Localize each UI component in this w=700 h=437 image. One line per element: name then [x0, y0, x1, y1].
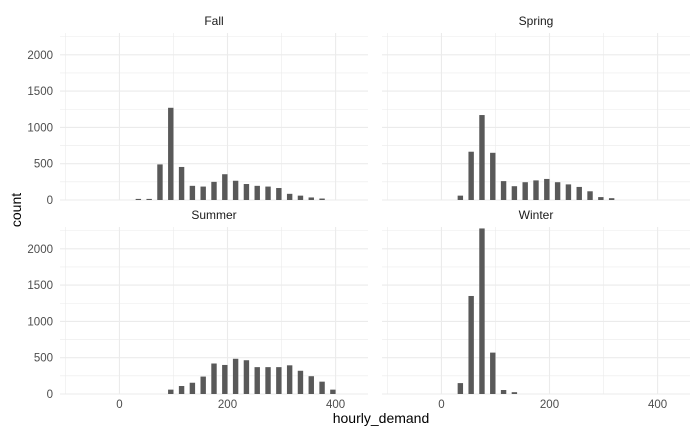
- histogram-bar-spring-5: [511, 186, 518, 200]
- histogram-bar-summer-3: [200, 376, 206, 394]
- y-tick-label: 1500: [27, 86, 53, 98]
- histogram-bar-fall-3: [168, 107, 174, 200]
- histogram-bar-fall-16: [308, 197, 314, 200]
- y-tick-label: 1000: [27, 122, 53, 134]
- histogram-bar-fall-15: [297, 195, 304, 200]
- histogram-bar-winter-1: [468, 295, 474, 394]
- x-tick-label: 400: [326, 399, 345, 411]
- x-axis-title: hourly_demand: [333, 410, 430, 426]
- histogram-bar-spring-13: [598, 197, 604, 200]
- histogram-bar-spring-10: [565, 184, 572, 200]
- histogram-bar-spring-3: [490, 152, 496, 200]
- histogram-bar-summer-15: [330, 389, 336, 394]
- y-tick-label: 500: [34, 353, 53, 365]
- histogram-bar-summer-1: [178, 386, 185, 394]
- histogram-bar-fall-0: [135, 198, 142, 200]
- facet-label-summer: Summer: [191, 208, 236, 222]
- histogram-bar-summer-10: [276, 367, 282, 394]
- y-tick-label: 1500: [27, 280, 53, 292]
- y-axis-title: count: [8, 193, 24, 227]
- histogram-bar-fall-12: [265, 186, 271, 200]
- histogram-bar-fall-8: [222, 174, 228, 200]
- histogram-bar-summer-4: [211, 363, 217, 394]
- histogram-bar-winter-0: [457, 383, 464, 394]
- histogram-bar-fall-9: [232, 180, 239, 200]
- histogram-bar-fall-6: [200, 186, 206, 200]
- facet-label-fall: Fall: [204, 14, 223, 28]
- histogram-bar-spring-4: [500, 181, 507, 200]
- facet-label-spring: Spring: [519, 14, 554, 28]
- histogram-bar-summer-8: [254, 367, 260, 394]
- histogram-bar-winter-3: [490, 352, 496, 394]
- histogram-bar-fall-14: [286, 193, 293, 200]
- histogram-bar-fall-7: [211, 181, 217, 200]
- x-tick-label: 0: [116, 399, 122, 411]
- x-tick-label: 200: [218, 399, 237, 411]
- histogram-bar-winter-5: [511, 392, 518, 394]
- histogram-bar-spring-12: [587, 191, 593, 200]
- y-tick-label: 2000: [27, 50, 53, 62]
- histogram-bar-fall-10: [243, 184, 250, 200]
- histogram-bar-fall-11: [254, 185, 260, 200]
- histogram-bar-fall-1: [146, 198, 152, 200]
- histogram-bar-spring-11: [576, 186, 582, 200]
- y-tick-label: 0: [47, 389, 53, 401]
- facet-label-winter: Winter: [519, 208, 554, 222]
- histogram-bar-summer-11: [286, 365, 293, 394]
- histogram-bar-spring-8: [544, 178, 550, 200]
- histogram-bar-summer-7: [243, 360, 250, 394]
- histogram-bar-fall-5: [189, 185, 196, 200]
- histogram-bar-fall-13: [276, 188, 282, 200]
- histogram-bar-winter-2: [479, 228, 485, 394]
- histogram-bar-summer-9: [265, 367, 271, 394]
- y-tick-label: 500: [34, 159, 53, 171]
- histogram-bar-spring-9: [554, 182, 561, 200]
- x-tick-label: 200: [540, 399, 559, 411]
- histogram-bar-spring-2: [479, 115, 485, 200]
- histogram-bar-summer-0: [168, 389, 174, 394]
- histogram-bar-spring-1: [468, 151, 474, 200]
- histogram-bar-summer-5: [222, 364, 228, 394]
- histogram-bar-fall-17: [319, 198, 325, 200]
- histogram-bar-fall-4: [178, 166, 185, 200]
- x-tick-label: 400: [648, 399, 667, 411]
- histogram-bar-spring-14: [608, 198, 615, 200]
- histogram-bar-summer-6: [232, 358, 239, 394]
- histogram-bar-winter-4: [500, 390, 507, 394]
- y-tick-label: 2000: [27, 244, 53, 256]
- histogram-bar-summer-14: [319, 381, 325, 394]
- x-tick-label: 0: [438, 399, 444, 411]
- histogram-bar-summer-2: [189, 382, 196, 394]
- y-tick-label: 0: [47, 195, 53, 207]
- y-tick-label: 1000: [27, 316, 53, 328]
- histogram-bar-fall-2: [157, 164, 163, 200]
- histogram-bar-spring-7: [533, 180, 539, 200]
- histogram-bar-summer-12: [297, 370, 304, 394]
- histogram-bar-spring-0: [457, 195, 464, 200]
- histogram-bar-spring-6: [522, 182, 528, 200]
- histogram-bar-summer-13: [308, 376, 314, 394]
